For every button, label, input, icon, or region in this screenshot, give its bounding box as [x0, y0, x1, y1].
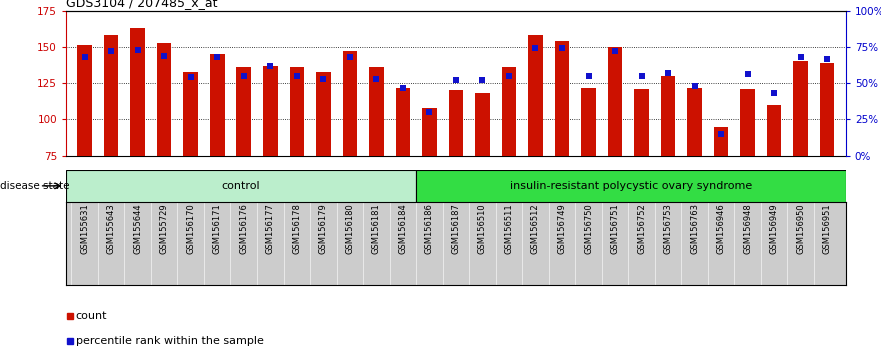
Text: GSM156948: GSM156948	[744, 204, 752, 254]
Bar	[236, 67, 251, 156]
Text: GSM156512: GSM156512	[531, 204, 540, 254]
Text: GSM156749: GSM156749	[558, 204, 566, 254]
Text: GSM156178: GSM156178	[292, 204, 301, 254]
Bar	[316, 72, 330, 156]
Bar	[263, 66, 278, 156]
Text: GSM156187: GSM156187	[451, 204, 461, 254]
Text: GSM156750: GSM156750	[584, 204, 593, 254]
Text: GSM156752: GSM156752	[637, 204, 646, 254]
Text: GSM156170: GSM156170	[186, 204, 196, 254]
Text: GSM156949: GSM156949	[770, 204, 779, 254]
Bar	[555, 41, 569, 156]
Text: GSM156751: GSM156751	[611, 204, 619, 254]
Text: percentile rank within the sample: percentile rank within the sample	[76, 336, 263, 346]
Bar	[290, 67, 304, 156]
Text: count: count	[76, 311, 107, 321]
Text: GSM155631: GSM155631	[80, 204, 89, 254]
Bar	[130, 28, 145, 156]
Text: GSM156177: GSM156177	[266, 204, 275, 254]
Text: control: control	[221, 181, 260, 191]
Text: GSM156950: GSM156950	[796, 204, 805, 254]
Text: GSM155643: GSM155643	[107, 204, 115, 254]
Text: GDS3104 / 207485_x_at: GDS3104 / 207485_x_at	[66, 0, 218, 10]
Text: GSM156181: GSM156181	[372, 204, 381, 254]
Bar	[210, 54, 225, 156]
Bar	[581, 87, 596, 156]
Bar	[501, 67, 516, 156]
Bar	[448, 91, 463, 156]
Bar	[422, 108, 437, 156]
Bar	[66, 170, 416, 202]
Bar	[820, 63, 834, 156]
Text: GSM156511: GSM156511	[505, 204, 514, 254]
Text: GSM156186: GSM156186	[425, 204, 434, 254]
Text: GSM156176: GSM156176	[240, 204, 248, 254]
Bar	[766, 105, 781, 156]
Bar	[740, 89, 755, 156]
Text: insulin-resistant polycystic ovary syndrome: insulin-resistant polycystic ovary syndr…	[509, 181, 751, 191]
Bar	[529, 35, 543, 156]
Text: GSM155729: GSM155729	[159, 204, 168, 254]
Text: GSM156184: GSM156184	[398, 204, 407, 254]
Text: GSM156951: GSM156951	[823, 204, 832, 254]
Bar	[369, 67, 383, 156]
Bar	[687, 87, 702, 156]
Bar	[794, 62, 808, 156]
Bar	[475, 93, 490, 156]
Bar	[608, 47, 622, 156]
Text: GSM156753: GSM156753	[663, 204, 672, 254]
Bar	[157, 42, 172, 156]
Bar	[183, 72, 198, 156]
Bar	[78, 45, 92, 156]
Text: GSM155644: GSM155644	[133, 204, 142, 254]
Bar	[634, 89, 648, 156]
Bar	[104, 35, 118, 156]
Text: disease state: disease state	[0, 181, 70, 191]
Bar	[416, 170, 846, 202]
Bar	[714, 127, 729, 156]
Bar	[661, 76, 676, 156]
Bar	[396, 87, 411, 156]
Text: GSM156763: GSM156763	[690, 204, 700, 255]
Text: GSM156946: GSM156946	[716, 204, 726, 254]
Bar	[343, 51, 357, 156]
Text: GSM156179: GSM156179	[319, 204, 328, 254]
Text: GSM156510: GSM156510	[478, 204, 487, 254]
Text: GSM156171: GSM156171	[212, 204, 222, 254]
Text: GSM156180: GSM156180	[345, 204, 354, 254]
